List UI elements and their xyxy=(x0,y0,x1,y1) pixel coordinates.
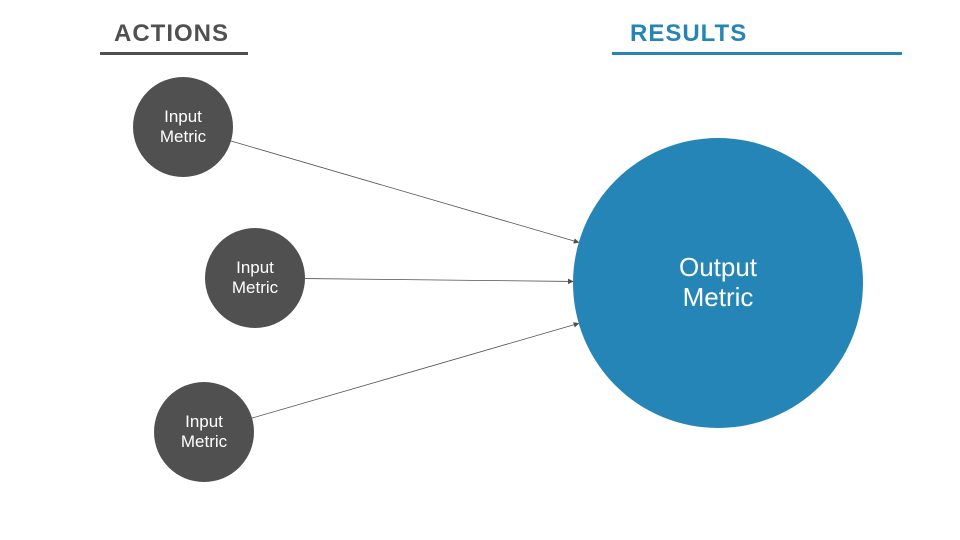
input-metric-node-3: Input Metric xyxy=(154,382,254,482)
node-label-line1: Input xyxy=(160,107,206,127)
diagram-canvas: ACTIONS RESULTS Input Metric Input Metri… xyxy=(0,0,960,540)
node-label-line2: Metric xyxy=(232,278,278,298)
input-metric-node-2: Input Metric xyxy=(205,228,305,328)
node-label-line2: Metric xyxy=(160,127,206,147)
heading-results: RESULTS xyxy=(630,20,747,48)
node-label-line1: Input xyxy=(181,412,227,432)
heading-actions: ACTIONS xyxy=(114,20,229,48)
heading-results-label: RESULTS xyxy=(630,20,747,48)
input-metric-node-1: Input Metric xyxy=(133,77,233,177)
edge xyxy=(305,279,573,282)
output-metric-node: Output Metric xyxy=(573,138,863,428)
node-label-line1: Input xyxy=(232,258,278,278)
heading-results-underline xyxy=(612,52,902,55)
edge xyxy=(231,141,579,242)
heading-actions-underline xyxy=(100,52,248,55)
edge xyxy=(252,323,579,418)
heading-actions-label: ACTIONS xyxy=(114,20,229,48)
node-label-line2: Metric xyxy=(679,283,757,313)
node-label-line1: Output xyxy=(679,253,757,283)
node-label-line2: Metric xyxy=(181,432,227,452)
